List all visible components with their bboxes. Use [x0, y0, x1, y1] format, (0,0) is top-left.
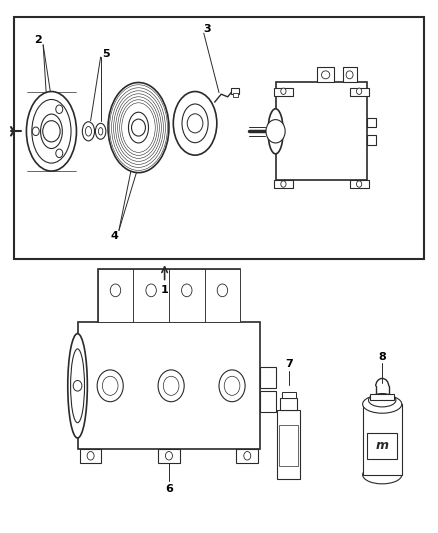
Polygon shape: [350, 180, 369, 188]
Circle shape: [131, 119, 145, 136]
Circle shape: [281, 181, 286, 187]
Text: 7: 7: [285, 359, 293, 368]
Text: 2: 2: [35, 35, 42, 45]
Bar: [276, 82, 367, 180]
Text: 4: 4: [111, 231, 119, 241]
Circle shape: [166, 451, 173, 460]
Bar: [279, 425, 298, 466]
Circle shape: [266, 119, 285, 143]
Circle shape: [163, 376, 179, 395]
Ellipse shape: [68, 334, 87, 438]
Ellipse shape: [41, 114, 62, 149]
Circle shape: [281, 88, 286, 94]
Bar: [343, 67, 357, 82]
Circle shape: [224, 376, 240, 395]
Bar: [169, 269, 205, 322]
Ellipse shape: [82, 122, 95, 141]
Ellipse shape: [85, 126, 92, 136]
Circle shape: [357, 88, 362, 94]
Circle shape: [73, 381, 82, 391]
Text: m: m: [376, 439, 389, 452]
Circle shape: [56, 105, 63, 114]
Ellipse shape: [346, 71, 353, 79]
Ellipse shape: [71, 349, 85, 423]
Bar: [158, 449, 180, 463]
Bar: [277, 410, 300, 479]
Bar: [363, 404, 402, 475]
Circle shape: [219, 370, 245, 402]
Circle shape: [357, 181, 362, 187]
Circle shape: [110, 284, 121, 297]
Circle shape: [43, 120, 60, 142]
Circle shape: [56, 149, 63, 158]
Bar: [98, 269, 240, 322]
Polygon shape: [274, 180, 293, 188]
Bar: [80, 449, 102, 463]
Bar: [367, 433, 397, 459]
Ellipse shape: [363, 466, 402, 484]
Bar: [14, 17, 424, 259]
Circle shape: [217, 284, 228, 297]
Ellipse shape: [321, 71, 330, 79]
Ellipse shape: [99, 127, 103, 135]
Circle shape: [102, 376, 118, 395]
Ellipse shape: [182, 104, 208, 143]
Bar: [231, 88, 240, 94]
Bar: [233, 93, 238, 97]
Text: PAG
OIL: PAG OIL: [285, 450, 293, 459]
Ellipse shape: [268, 109, 283, 154]
Polygon shape: [274, 87, 293, 95]
Bar: [78, 322, 260, 449]
Bar: [133, 269, 169, 322]
Bar: [205, 269, 240, 322]
Text: 5: 5: [102, 50, 110, 59]
Text: MOPAR: MOPAR: [280, 441, 297, 445]
Ellipse shape: [173, 92, 217, 155]
Ellipse shape: [368, 393, 396, 407]
Circle shape: [97, 370, 123, 402]
Ellipse shape: [108, 83, 169, 173]
Circle shape: [87, 451, 94, 460]
Text: 3: 3: [203, 24, 211, 34]
Bar: [367, 135, 376, 144]
Text: 6: 6: [165, 484, 173, 494]
Ellipse shape: [32, 100, 71, 163]
Circle shape: [158, 370, 184, 402]
Text: 1: 1: [161, 285, 169, 295]
Polygon shape: [350, 87, 369, 95]
Ellipse shape: [363, 395, 402, 413]
Bar: [371, 394, 394, 400]
Circle shape: [187, 114, 203, 133]
Bar: [260, 367, 276, 389]
Ellipse shape: [26, 92, 77, 171]
Bar: [280, 398, 297, 410]
Ellipse shape: [95, 123, 106, 139]
Ellipse shape: [128, 112, 148, 143]
Circle shape: [244, 451, 251, 460]
Circle shape: [181, 284, 192, 297]
Circle shape: [146, 284, 156, 297]
Circle shape: [32, 127, 39, 135]
Text: 8: 8: [378, 352, 386, 361]
Bar: [98, 269, 133, 322]
Bar: [318, 67, 334, 82]
Bar: [237, 449, 258, 463]
Bar: [367, 117, 376, 127]
Bar: [260, 391, 276, 413]
Bar: [282, 392, 296, 398]
